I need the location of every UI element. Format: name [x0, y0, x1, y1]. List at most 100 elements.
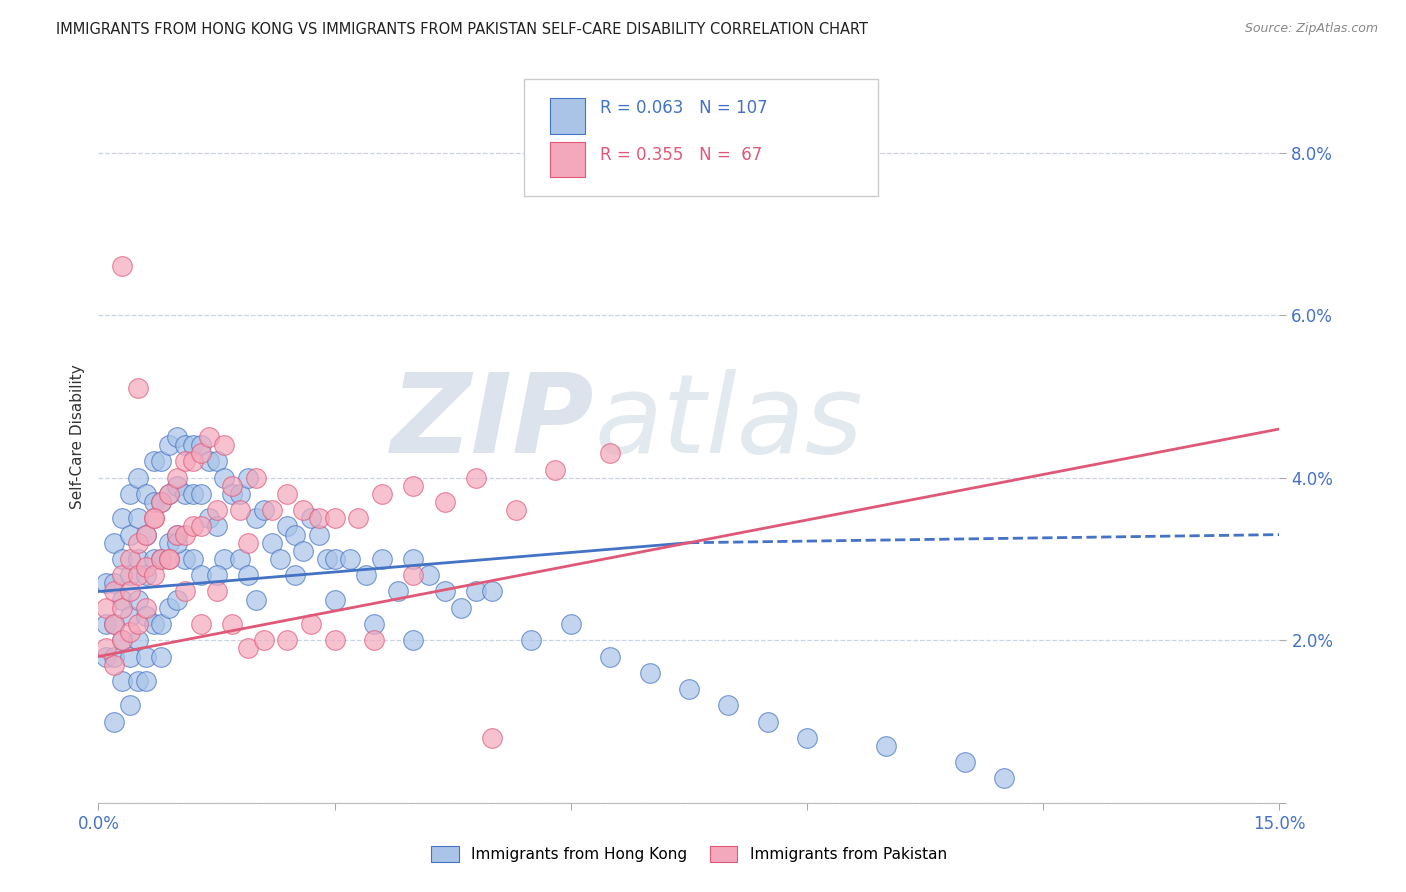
Point [560, 617, 582, 632]
Point [118, 584, 141, 599]
Point [157, 535, 180, 549]
Point [402, 479, 425, 493]
Point [450, 600, 472, 615]
Point [142, 568, 165, 582]
Point [181, 487, 204, 501]
Point [142, 511, 165, 525]
Point [118, 552, 141, 566]
Point [276, 519, 298, 533]
Point [166, 479, 188, 493]
Point [993, 772, 1015, 786]
Point [142, 495, 165, 509]
Point [135, 560, 157, 574]
Legend: Immigrants from Hong Kong, Immigrants from Pakistan: Immigrants from Hong Kong, Immigrants fr… [425, 840, 953, 868]
Point [481, 731, 503, 745]
Point [190, 446, 212, 460]
Point [214, 552, 236, 566]
Point [135, 487, 157, 501]
Point [166, 430, 188, 444]
Point [299, 617, 322, 632]
Point [638, 665, 661, 680]
Text: R = 0.355   N =  67: R = 0.355 N = 67 [600, 146, 762, 164]
Point [236, 471, 259, 485]
Point [229, 503, 252, 517]
Point [135, 649, 157, 664]
Point [308, 511, 330, 525]
Point [135, 568, 157, 582]
Point [111, 511, 134, 525]
Point [103, 649, 125, 664]
Point [284, 568, 307, 582]
Point [221, 487, 243, 501]
Point [157, 438, 180, 452]
Point [111, 633, 134, 648]
Point [276, 487, 298, 501]
Point [481, 584, 503, 599]
Point [599, 446, 621, 460]
Point [205, 568, 228, 582]
Point [166, 527, 188, 541]
Point [465, 584, 488, 599]
Point [127, 552, 149, 566]
Point [150, 454, 173, 468]
Point [717, 698, 740, 713]
Point [190, 519, 212, 533]
Point [371, 487, 394, 501]
Point [96, 600, 118, 615]
Point [214, 471, 236, 485]
Point [678, 681, 700, 696]
Point [363, 617, 385, 632]
Point [875, 739, 897, 753]
Point [284, 527, 307, 541]
Point [103, 576, 125, 591]
Point [181, 454, 204, 468]
Point [150, 552, 173, 566]
Point [308, 527, 330, 541]
Point [157, 487, 180, 501]
Point [347, 511, 370, 525]
Point [339, 552, 361, 566]
Point [402, 552, 425, 566]
Point [142, 617, 165, 632]
Point [127, 511, 149, 525]
Point [796, 731, 818, 745]
Point [103, 584, 125, 599]
Point [103, 535, 125, 549]
Point [118, 649, 141, 664]
Point [111, 568, 134, 582]
Point [190, 568, 212, 582]
Point [135, 527, 157, 541]
Point [111, 260, 134, 274]
Point [157, 552, 180, 566]
Point [433, 584, 456, 599]
Point [205, 519, 228, 533]
Point [157, 600, 180, 615]
Y-axis label: Self-Care Disability: Self-Care Disability [69, 365, 84, 509]
Point [118, 625, 141, 640]
Text: atlas: atlas [595, 369, 863, 476]
Point [118, 527, 141, 541]
Point [127, 535, 149, 549]
Point [363, 633, 385, 648]
Point [402, 568, 425, 582]
Point [166, 527, 188, 541]
Point [505, 503, 527, 517]
FancyBboxPatch shape [550, 143, 585, 178]
Point [190, 617, 212, 632]
Point [433, 495, 456, 509]
Point [127, 471, 149, 485]
Point [127, 592, 149, 607]
Text: ZIP: ZIP [391, 369, 595, 476]
Point [292, 544, 315, 558]
Point [118, 698, 141, 713]
Point [276, 633, 298, 648]
Point [150, 495, 173, 509]
Point [520, 633, 543, 648]
Point [205, 503, 228, 517]
Point [181, 438, 204, 452]
Point [229, 487, 252, 501]
Point [292, 503, 315, 517]
Point [150, 617, 173, 632]
Point [127, 633, 149, 648]
Point [96, 649, 118, 664]
